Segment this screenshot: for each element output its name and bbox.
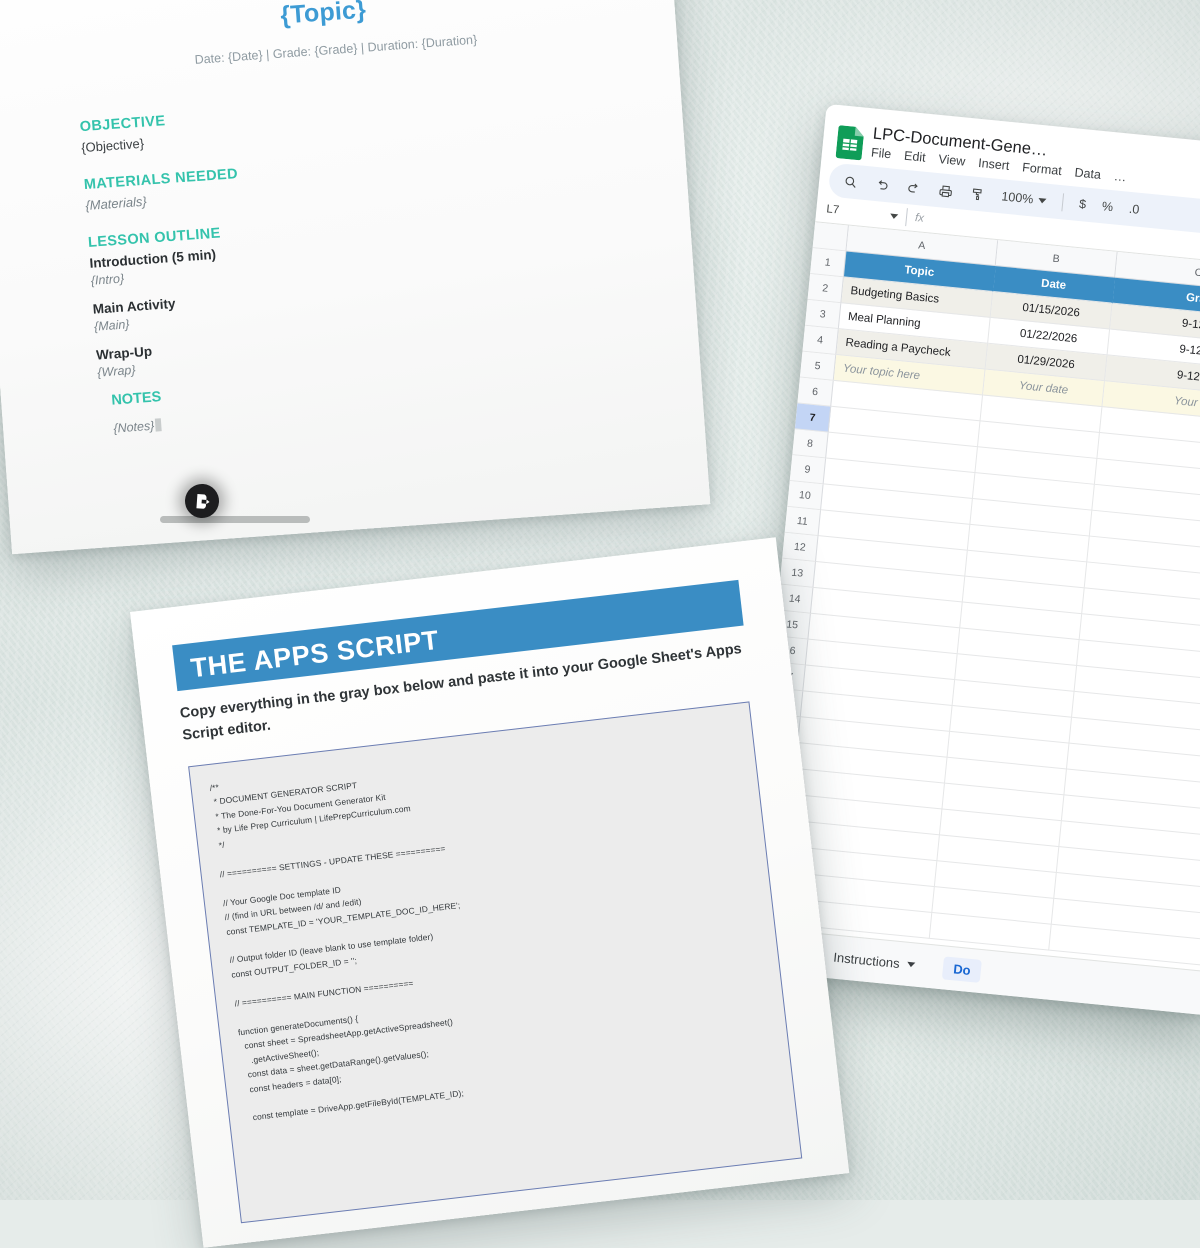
name-box[interactable]: L7 — [825, 203, 840, 217]
row-header-6[interactable]: 6 — [797, 377, 834, 407]
lesson-plan-template-document[interactable]: {Topic} Date: {Date} | Grade: {Grade} | … — [0, 0, 711, 555]
paint-format-icon[interactable] — [969, 186, 986, 202]
section-lesson-outline: LESSON OUTLINE Introduction (5 min) {Int… — [88, 195, 659, 379]
row-header-7[interactable]: 7 — [794, 403, 832, 433]
decrease-decimal-button[interactable]: .0 — [1128, 201, 1141, 217]
notes-placeholder-text: {Notes} — [112, 418, 155, 436]
currency-format-button[interactable]: $ — [1078, 196, 1087, 212]
sheets-grid[interactable]: A B C 1 Topic Date Gra 2 Budgeting Basic… — [746, 222, 1200, 967]
row-header-1[interactable]: 1 — [810, 248, 847, 278]
row-header-5[interactable]: 5 — [799, 351, 837, 381]
text-cursor — [154, 417, 162, 432]
meta-date: Date: {Date} — [194, 48, 264, 67]
meta-sep-1: | — [265, 47, 270, 62]
row-header-2[interactable]: 2 — [807, 274, 844, 304]
row-header-12[interactable]: 12 — [782, 532, 819, 562]
zoom-value: 100% — [1000, 189, 1035, 207]
select-all-corner[interactable] — [812, 222, 849, 252]
sheet-tab-instructions-label: Instructions — [832, 949, 901, 972]
meta-duration: Duration: {Duration} — [367, 32, 478, 55]
row-header-10[interactable]: 10 — [787, 481, 824, 511]
sheet-tab-instructions[interactable]: Instructions — [822, 945, 926, 978]
undo-icon[interactable] — [873, 176, 890, 192]
sheet-tab-documents-label: Do — [952, 961, 972, 978]
print-icon[interactable] — [937, 183, 954, 199]
menu-file[interactable]: File — [870, 145, 892, 162]
apps-script-instructions-document[interactable]: THE APPS SCRIPT Copy everything in the g… — [130, 537, 850, 1248]
formula-divider — [905, 208, 908, 227]
menu-data[interactable]: Data — [1073, 165, 1102, 182]
menu-edit[interactable]: Edit — [903, 148, 927, 165]
chevron-down-icon — [1038, 197, 1047, 204]
meta-sep-2: | — [360, 40, 365, 55]
row-header-11[interactable]: 11 — [784, 506, 822, 537]
row-header-4[interactable]: 4 — [802, 325, 839, 355]
menu-insert[interactable]: Insert — [977, 155, 1011, 173]
redo-icon[interactable] — [905, 179, 922, 195]
sheet-tab-documents[interactable]: Do — [942, 956, 982, 983]
sheets-titlebar: LPC-Document-Gene… File Edit View Insert… — [821, 104, 1200, 206]
apps-script-code: /** * DOCUMENT GENERATOR SCRIPT * The Do… — [209, 780, 465, 1124]
percent-format-button[interactable]: % — [1101, 199, 1114, 215]
sheets-toolbar: 100% $ % .0 — [827, 162, 1200, 241]
toolbar-divider — [1061, 193, 1065, 212]
menu-more[interactable]: … — [1113, 169, 1127, 185]
google-sheets-window[interactable]: LPC-Document-Gene… File Edit View Insert… — [741, 103, 1200, 1016]
template-doc-scrollbar[interactable] — [160, 516, 310, 523]
meta-grade: Grade: {Grade} — [272, 41, 358, 62]
row-header-9[interactable]: 9 — [789, 455, 827, 485]
row-header-13[interactable]: 13 — [779, 558, 816, 588]
chevron-down-icon[interactable] — [907, 961, 916, 968]
menu-view[interactable]: View — [937, 152, 966, 169]
apps-script-code-box[interactable]: /** * DOCUMENT GENERATOR SCRIPT * The Do… — [188, 701, 803, 1224]
row-header-8[interactable]: 8 — [792, 429, 829, 459]
google-sheets-logo-icon — [835, 125, 864, 161]
zoom-control[interactable]: 100% — [1001, 189, 1047, 207]
name-box-chevron-down-icon[interactable] — [889, 213, 899, 219]
search-icon[interactable] — [843, 173, 859, 189]
b-logo-badge-icon — [183, 482, 221, 520]
menu-format[interactable]: Format — [1021, 160, 1063, 179]
fx-icon: fx — [914, 212, 925, 225]
row-header-3[interactable]: 3 — [804, 299, 842, 330]
